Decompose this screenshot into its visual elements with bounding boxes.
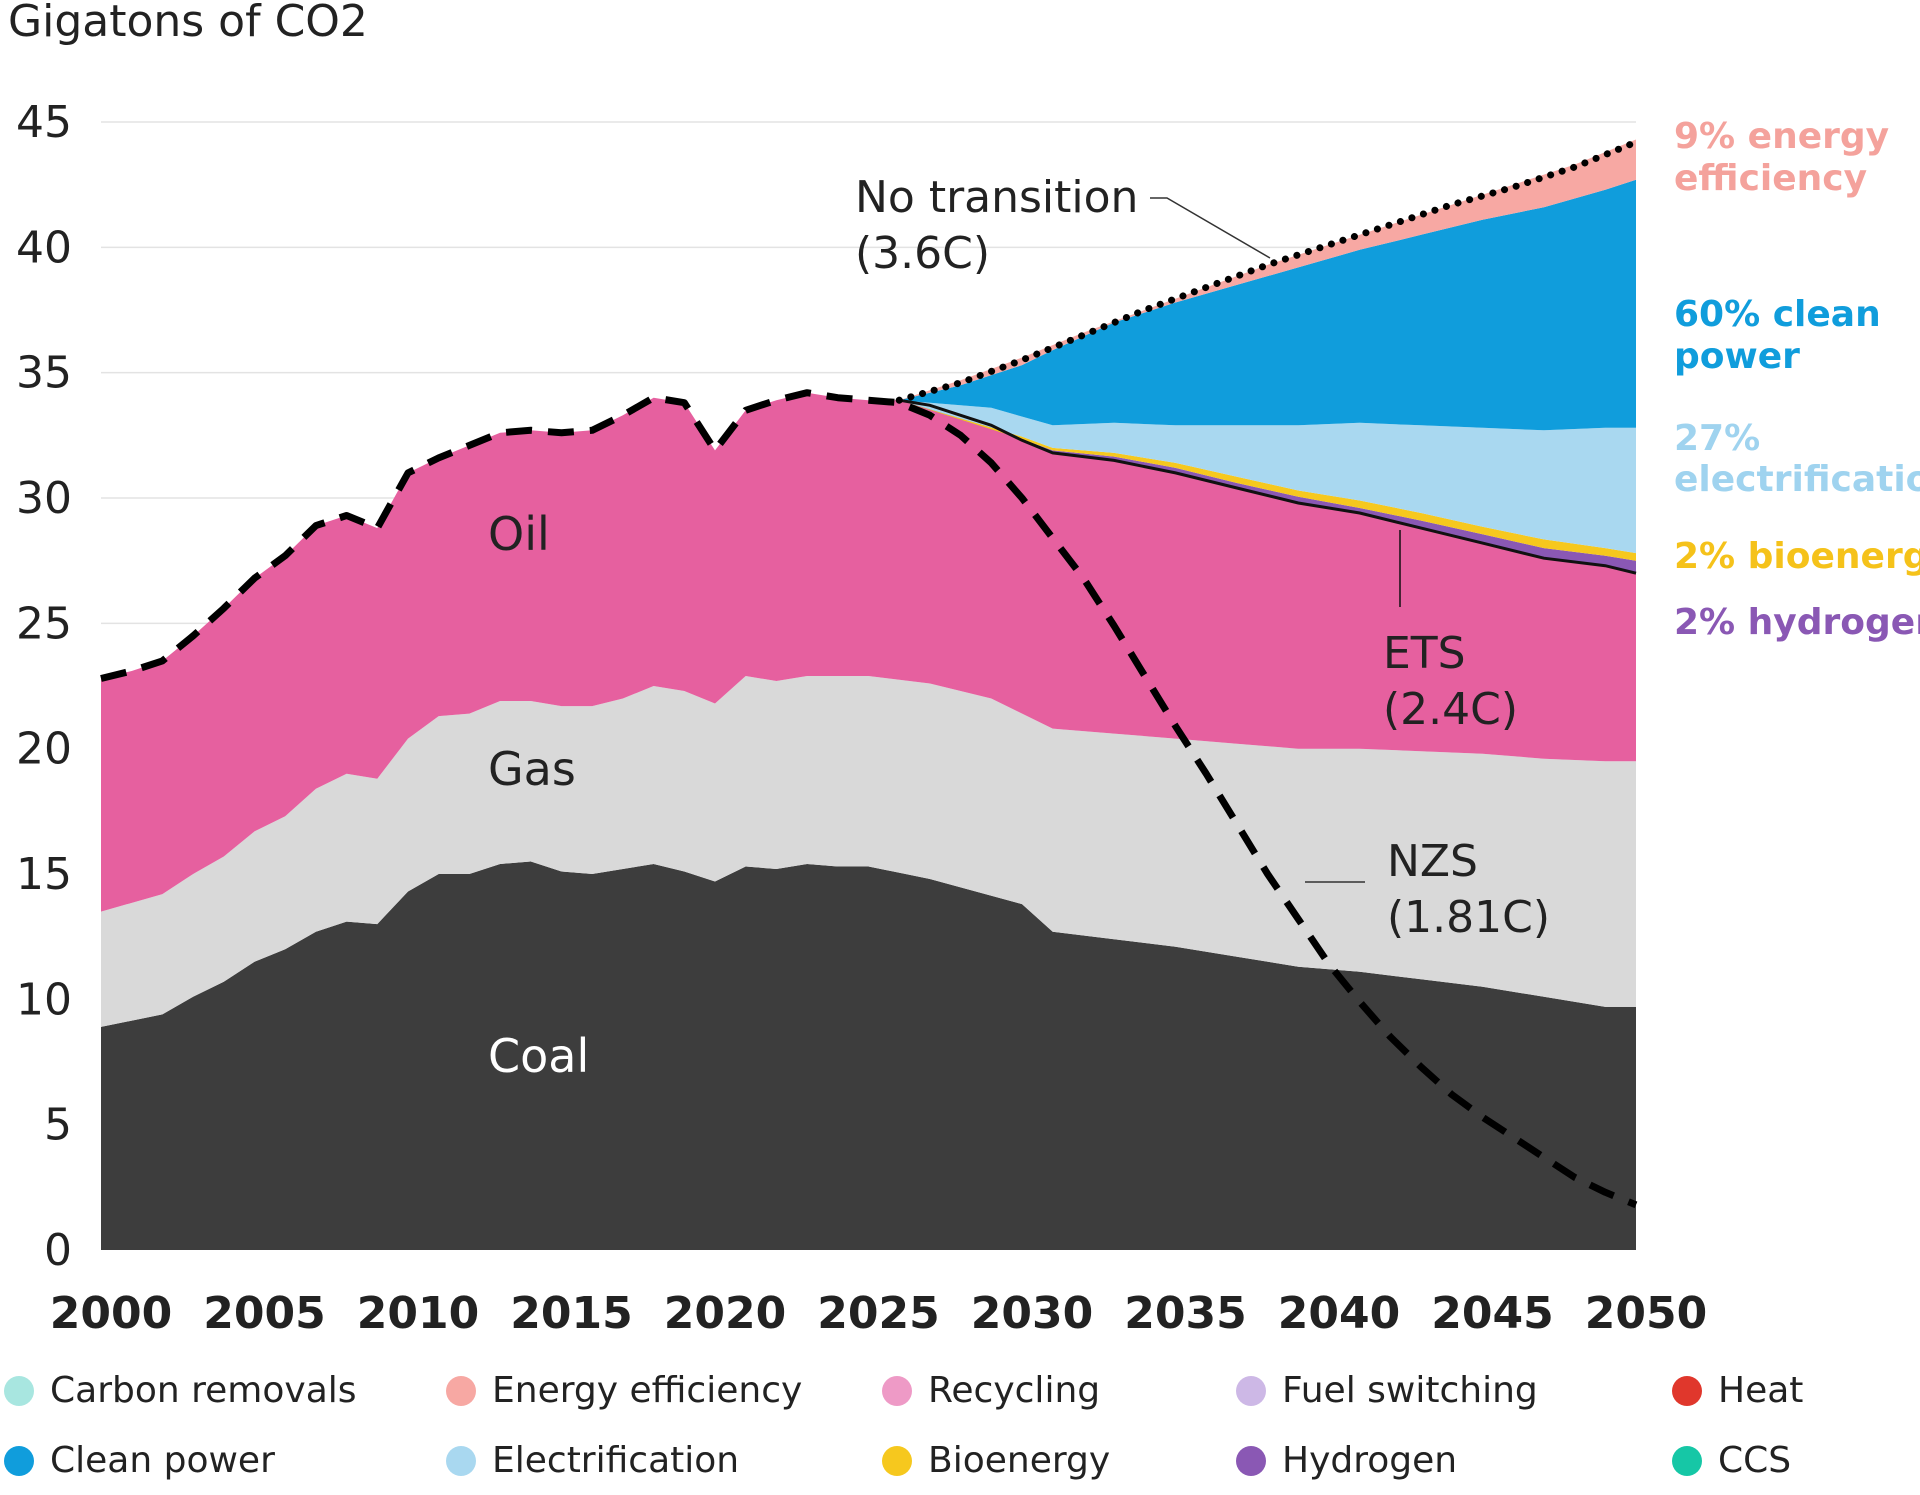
- area-label-coal: Coal: [488, 1029, 589, 1083]
- x-tick-2035: 2035: [1124, 1288, 1246, 1339]
- legend-label: Hydrogen: [1282, 1440, 1458, 1481]
- label-hydrogen: 2% hydrogen: [1674, 602, 1920, 643]
- no-transition-line: [895, 138, 1640, 404]
- legend-label: Bioenergy: [928, 1440, 1111, 1481]
- area-bioenergy: [899, 400, 1636, 561]
- no-transition-leader: [1150, 197, 1271, 259]
- ets-line: [898, 398, 1637, 575]
- legend-swatch: [446, 1445, 476, 1476]
- x-tick-2020: 2020: [664, 1288, 786, 1339]
- nzs-label-line-1: NZS: [1387, 836, 1478, 887]
- legend-swatch: [1672, 1445, 1702, 1476]
- y-tick-40: 40: [16, 222, 72, 273]
- label-energy-efficiency-1: 9% energy: [1674, 116, 1889, 157]
- label-electrification-2: electrification: [1674, 459, 1920, 500]
- area-oil: [101, 392, 1636, 912]
- label-bioenergy: 2% bioenergy: [1674, 536, 1920, 577]
- label-clean-power-1: 60% clean: [1674, 294, 1881, 335]
- y-tick-10: 10: [16, 974, 72, 1025]
- legend-item-energy-efficiency: Energy efficiency: [446, 1370, 802, 1411]
- legend-label: Heat: [1718, 1370, 1804, 1411]
- legend-swatch: [882, 1375, 912, 1406]
- legend-item-ccs: CCS: [1672, 1440, 1791, 1481]
- legend-label: Clean power: [50, 1440, 275, 1481]
- legend-label: Fuel switching: [1282, 1370, 1538, 1411]
- area-hydrogen: [899, 400, 1636, 574]
- label-electrification-1: 27%: [1674, 418, 1760, 459]
- y-tick-35: 35: [16, 348, 72, 399]
- y-tick-20: 20: [16, 724, 72, 775]
- legend-swatch: [1236, 1445, 1266, 1476]
- ets-label-line-2: (2.4C): [1383, 684, 1518, 735]
- x-tick-2000: 2000: [50, 1288, 172, 1339]
- scenario-lines: [100, 138, 1640, 1209]
- legend-label: CCS: [1718, 1440, 1792, 1481]
- no-transition-label-line-1: No transition: [855, 172, 1138, 223]
- annotations: Oil Gas Coal No transition(3.6C) ETS(2.4C) NZ…: [488, 116, 1920, 1083]
- legend-swatch: [4, 1375, 34, 1406]
- legend-item-heat: Heat: [1672, 1370, 1803, 1411]
- x-axis: 2000 2005 2010 2015 2020 2025 2030 2035 2040 2045…: [50, 1288, 1707, 1339]
- nzs-label-line-2: (1.81C): [1387, 892, 1550, 943]
- y-axis-label: Gigatons of CO2: [8, 0, 368, 47]
- label-clean-power-2: power: [1674, 336, 1800, 377]
- legend-item-recycling: Recycling: [882, 1370, 1100, 1411]
- y-tick-25: 25: [16, 598, 72, 649]
- legend-item-fuel-switching: Fuel switching: [1236, 1370, 1538, 1411]
- legend-label: Electrification: [492, 1440, 740, 1481]
- legend-label: Carbon removals: [50, 1370, 357, 1411]
- y-tick-45: 45: [16, 97, 72, 148]
- area-coal: [101, 861, 1636, 1250]
- legend-label: Energy efficiency: [492, 1370, 803, 1411]
- y-axis: 0 5 10 15 20 25 30 35 40 45: [16, 97, 72, 1276]
- legend-item-carbon-removals: Carbon removals: [4, 1370, 357, 1411]
- ets-label-line-1: ETS: [1383, 628, 1466, 679]
- area-label-gas: Gas: [488, 742, 576, 796]
- legend-swatch: [1236, 1375, 1266, 1406]
- y-tick-0: 0: [44, 1225, 72, 1276]
- x-tick-2005: 2005: [203, 1288, 325, 1339]
- legend-item-hydrogen: Hydrogen: [1236, 1440, 1457, 1481]
- x-tick-2010: 2010: [357, 1288, 479, 1339]
- y-tick-5: 5: [44, 1100, 72, 1151]
- x-tick-2030: 2030: [971, 1288, 1093, 1339]
- area-label-oil: Oil: [488, 507, 550, 561]
- no-transition-label-line-2: (3.6C): [855, 228, 990, 279]
- y-tick-15: 15: [16, 849, 72, 900]
- x-tick-2045: 2045: [1431, 1288, 1553, 1339]
- label-energy-efficiency-2: efficiency: [1674, 158, 1867, 199]
- nzs-line: [100, 389, 1638, 1209]
- legend-item-electrification: Electrification: [446, 1440, 739, 1481]
- legend: Carbon removals Energy efficiency Recyclin…: [0, 1370, 1920, 1495]
- legend-swatch: [446, 1375, 476, 1406]
- legend-item-clean-power: Clean power: [4, 1440, 275, 1481]
- area-gas: [101, 676, 1636, 1027]
- area-clean-power: [899, 179, 1636, 431]
- legend-item-bioenergy: Bioenergy: [882, 1440, 1110, 1481]
- x-tick-2040: 2040: [1278, 1288, 1400, 1339]
- legend-swatch: [882, 1445, 912, 1476]
- legend-swatch: [4, 1445, 34, 1476]
- x-tick-2025: 2025: [817, 1288, 939, 1339]
- y-tick-30: 30: [16, 473, 72, 524]
- x-tick-2015: 2015: [510, 1288, 632, 1339]
- x-tick-2050: 2050: [1585, 1288, 1707, 1339]
- area-electrification: [899, 400, 1636, 554]
- legend-label: Recycling: [928, 1370, 1101, 1411]
- legend-swatch: [1672, 1375, 1702, 1406]
